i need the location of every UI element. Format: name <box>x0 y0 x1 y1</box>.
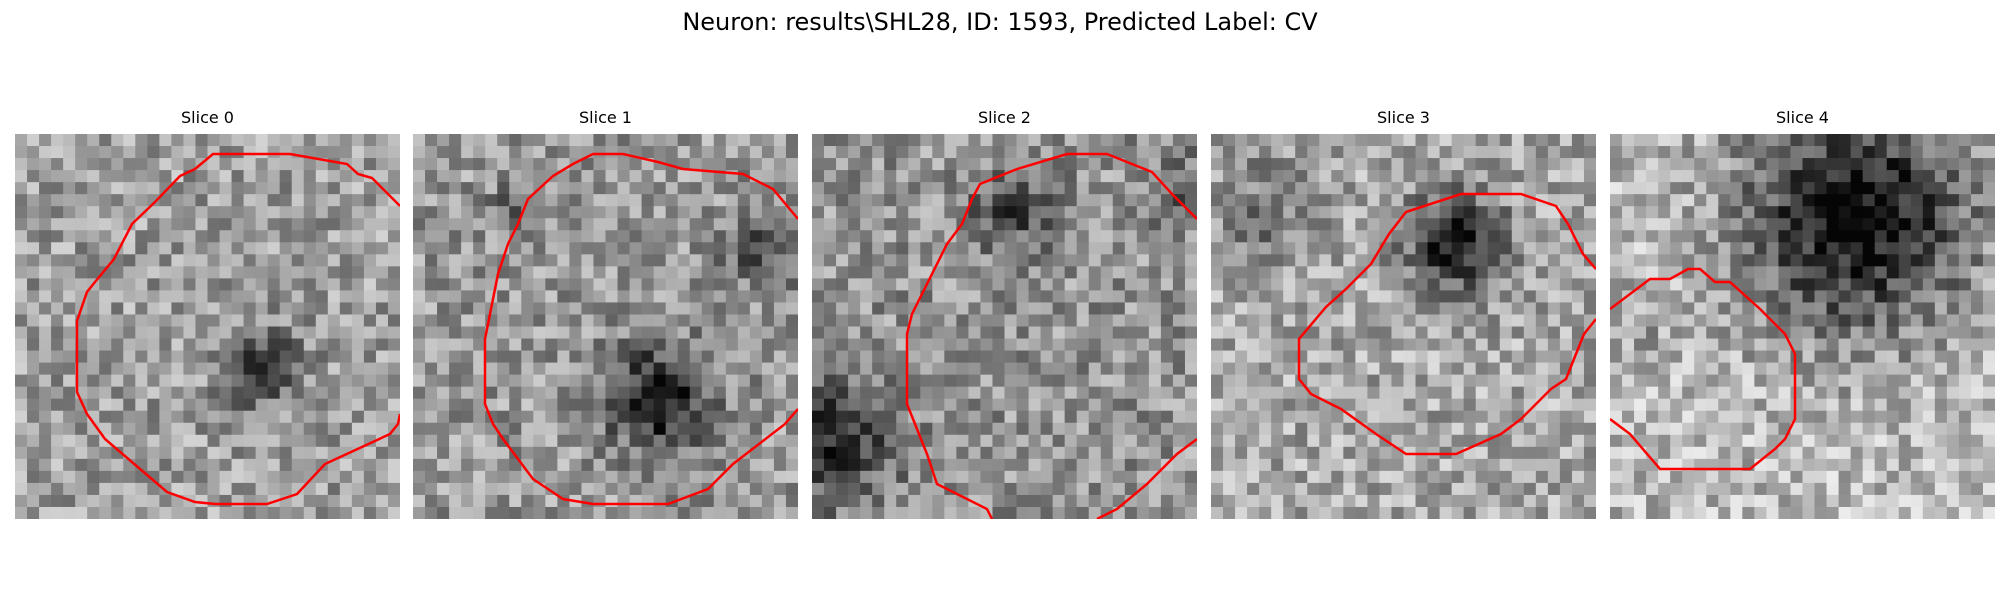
grayscale-pixel-grid <box>15 134 400 519</box>
slice-image-4 <box>1610 134 1995 519</box>
slice-title: Slice 2 <box>978 108 1031 127</box>
slice-image-2 <box>812 134 1197 519</box>
segmentation-contour <box>75 152 400 506</box>
segmentation-contour <box>1297 192 1596 456</box>
slice-panel-0: Slice 0 <box>15 107 400 527</box>
slice-panel-1: Slice 1 <box>413 107 798 527</box>
figure-title: Neuron: results\SHL28, ID: 1593, Predict… <box>682 8 1318 36</box>
segmentation-contour-lower <box>1096 438 1197 519</box>
slice-title: Slice 1 <box>579 108 632 127</box>
grayscale-pixel-grid <box>1610 134 1995 519</box>
slice-panel-4: Slice 4 <box>1610 107 1995 527</box>
segmentation-contour <box>1610 267 1797 471</box>
slice-image-1 <box>413 134 798 519</box>
grayscale-pixel-grid <box>812 134 1197 519</box>
segmentation-contour <box>483 152 798 506</box>
segmentation-contour <box>905 152 1197 519</box>
slice-title: Slice 0 <box>181 108 234 127</box>
slice-panel-3: Slice 3 <box>1211 107 1596 527</box>
grayscale-pixel-grid <box>1211 134 1596 519</box>
slice-title: Slice 3 <box>1377 108 1430 127</box>
grayscale-pixel-grid <box>413 134 798 519</box>
slice-image-3 <box>1211 134 1596 519</box>
slice-title: Slice 4 <box>1776 108 1829 127</box>
slice-image-0 <box>15 134 400 519</box>
slice-panel-2: Slice 2 <box>812 107 1197 527</box>
